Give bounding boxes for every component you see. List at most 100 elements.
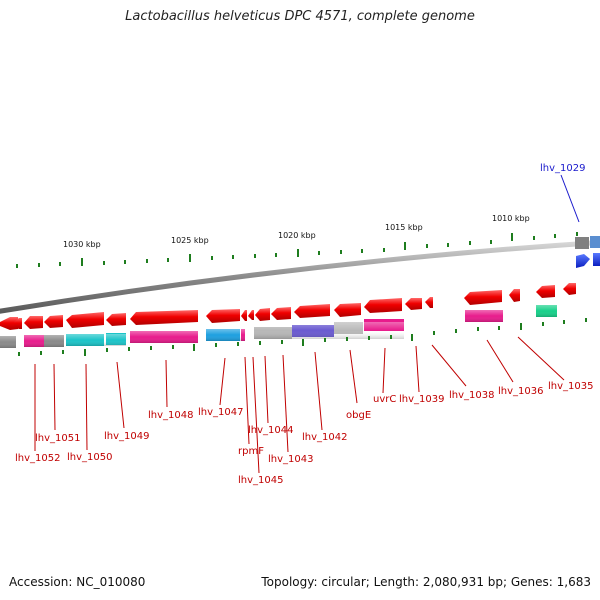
genome-backbone	[0, 239, 600, 314]
scale-tick	[447, 243, 449, 247]
gene-arrow-obgE	[334, 303, 361, 317]
leader-lhv_1051	[53, 363, 56, 431]
scale-tick	[124, 260, 126, 264]
inner-tick	[563, 320, 565, 324]
gene-label-lhv_1049: lhv_1049	[104, 431, 149, 442]
accession-text: Accession: NC_010080	[9, 575, 146, 589]
scale-tick	[275, 253, 277, 257]
gene-arrow-lhv_1044	[255, 308, 270, 321]
leader-rpmF	[244, 356, 250, 445]
gene-arrow-lhv_1039b	[425, 297, 433, 308]
scale-tick	[167, 258, 169, 262]
gene-arrow-uvrC	[364, 298, 402, 313]
scale-tick	[490, 240, 492, 244]
inner-tick	[128, 347, 130, 351]
gene-label-lhv_1038: lhv_1038	[449, 390, 494, 401]
scale-tick	[361, 249, 363, 253]
gene-arrow-lhv_1047	[206, 309, 240, 323]
scale-tick	[426, 244, 428, 248]
gene-arrow-lhv_1048	[130, 310, 198, 325]
gene-label-lhv_1035: lhv_1035	[548, 381, 593, 392]
leader-lhv_1036	[486, 339, 514, 383]
scale-tick	[383, 248, 385, 252]
leader-uvrC	[382, 347, 386, 394]
label-leader-lines	[34, 174, 580, 474]
gene-arrow-rpmF	[241, 310, 247, 321]
forward-strand-features	[575, 236, 600, 268]
scale-label-1020: 1020 kbp	[278, 231, 316, 240]
gene-arrow-lhv_1045	[248, 310, 254, 320]
inner-tick	[411, 334, 413, 341]
scale-tick	[340, 250, 342, 254]
reverse-strand-genes	[0, 283, 576, 330]
scale-label-1030: 1030 kbp	[63, 240, 101, 249]
leader-lhv_1049	[116, 361, 125, 429]
gene-label-rpmF: rpmF	[238, 446, 264, 457]
gene-arrow-lhv_1043	[271, 307, 291, 320]
scale-tick	[38, 263, 40, 267]
gene-arrow-lhv_1038	[464, 290, 502, 305]
inner-tick	[433, 331, 435, 335]
leader-obgE	[349, 349, 358, 404]
gene-arrow-lhv_1039	[405, 298, 422, 310]
inner-tick	[106, 348, 108, 352]
gene-arrow-lhv_1052	[0, 317, 18, 330]
cog-category-boxes	[0, 305, 557, 348]
genome-summary-text: Topology: circular; Length: 2,080,931 bp…	[261, 575, 591, 589]
scale-tick	[576, 232, 578, 236]
inner-tick	[520, 323, 522, 330]
inner-tick	[585, 318, 587, 322]
inner-tick	[215, 343, 217, 347]
gene-label-lhv_1036: lhv_1036	[498, 386, 543, 397]
leader-lhv_1050	[85, 363, 88, 451]
inner-tick	[84, 349, 86, 356]
gene-label-lhv_1050: lhv_1050	[67, 452, 112, 463]
leader-lhv_1039	[415, 345, 420, 393]
gene-label-lhv_1029: lhv_1029	[540, 163, 585, 174]
scale-labels: 1030 kbp 1025 kbp 1020 kbp 1015 kbp 1010…	[63, 214, 530, 249]
gene-label-lhv_1052: lhv_1052	[15, 453, 60, 464]
inner-tick	[237, 342, 239, 346]
scale-tick	[103, 261, 105, 265]
genome-title: Lactobacillus helveticus DPC 4571, compl…	[125, 9, 475, 24]
scale-tick	[189, 254, 191, 262]
gene-arrow-lhv_1048a	[106, 313, 126, 326]
inner-tick	[172, 345, 174, 349]
scale-tick	[16, 264, 18, 268]
inner-tick	[18, 352, 20, 356]
gene-label-lhv_1047: lhv_1047	[198, 407, 243, 418]
gene-label-uvrC: uvrC	[373, 394, 396, 405]
inner-tick	[302, 339, 304, 346]
scale-tick	[533, 236, 535, 240]
scale-label-1010: 1010 kbp	[492, 214, 530, 223]
inner-tick	[40, 351, 42, 355]
inner-tick	[498, 326, 500, 330]
scale-tick	[404, 242, 406, 250]
scale-tick	[318, 251, 320, 255]
leader-lhv_1043	[282, 354, 289, 453]
gene-arrow-lhv_1052b	[14, 318, 22, 329]
scale-label-1025: 1025 kbp	[171, 236, 209, 245]
scale-tick	[211, 256, 213, 260]
leader-lhv_1042	[314, 351, 323, 431]
scale-tick	[146, 259, 148, 263]
inner-tick	[193, 344, 195, 351]
inner-tick	[477, 327, 479, 331]
cog-box-gray	[575, 237, 589, 249]
gene-label-lhv_1042: lhv_1042	[302, 432, 347, 443]
gene-label-obgE: obgE	[346, 410, 371, 421]
gene-arrow-lhv_1029	[576, 254, 590, 268]
gene-arrow-lhv_1050	[44, 315, 63, 328]
inner-tick	[62, 350, 64, 354]
scale-label-1015: 1015 kbp	[385, 223, 423, 232]
inner-tick	[542, 322, 544, 326]
leader-lhv_1047	[219, 357, 226, 406]
inner-tick	[150, 346, 152, 350]
leader-lhv_1035	[517, 336, 565, 381]
inner-tick	[346, 337, 348, 341]
inner-tick	[324, 338, 326, 342]
gene-label-lhv_1039: lhv_1039	[399, 394, 444, 405]
inner-tick	[281, 340, 283, 344]
gene-label-lhv_1048: lhv_1048	[148, 410, 193, 421]
